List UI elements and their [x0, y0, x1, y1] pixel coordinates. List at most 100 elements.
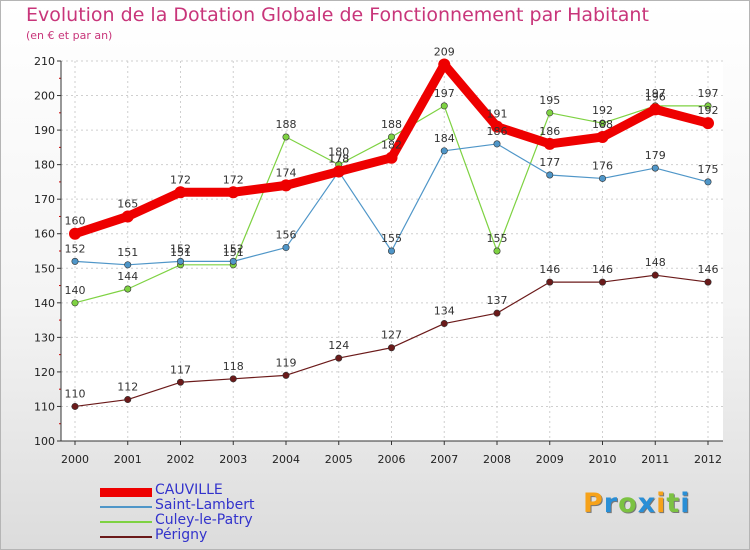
x-tick-label: 2010	[589, 453, 617, 466]
x-tick-label: 2012	[694, 453, 722, 466]
data-point	[440, 102, 448, 110]
data-point	[440, 320, 448, 328]
data-label: 209	[434, 45, 455, 58]
data-point	[282, 133, 290, 141]
y-tick-label: 180	[34, 159, 55, 172]
data-label: 156	[276, 229, 297, 242]
data-label: 191	[487, 108, 508, 121]
data-label: 179	[645, 149, 666, 162]
data-label: 178	[328, 153, 349, 166]
data-point	[546, 171, 554, 179]
x-tick-label: 2005	[325, 453, 353, 466]
data-label: 134	[434, 305, 455, 318]
data-label: 118	[223, 360, 244, 373]
x-tick-label: 2001	[114, 453, 142, 466]
chart-title: Evolution de la Dotation Globale de Fonc…	[26, 4, 649, 26]
y-tick-label: 170	[34, 193, 55, 206]
data-label: 197	[645, 87, 666, 100]
data-label: 119	[276, 356, 297, 369]
data-point	[702, 117, 714, 130]
legend-label: CAUVILLE	[155, 482, 223, 498]
legend-label: Périgny	[155, 527, 208, 543]
data-label: 151	[223, 246, 244, 259]
data-label: 175	[698, 163, 719, 176]
data-label: 196	[645, 90, 666, 103]
data-label: 112	[117, 381, 138, 394]
logo-letter: i	[680, 488, 691, 519]
data-point	[387, 133, 395, 141]
data-point	[651, 164, 659, 172]
y-tick-label: 200	[34, 90, 55, 103]
data-label: 184	[434, 132, 455, 145]
x-tick-label: 2007	[430, 453, 458, 466]
data-label: 178	[328, 153, 349, 166]
data-point	[229, 375, 237, 383]
y-tick-label: 120	[34, 366, 55, 379]
data-label: 127	[381, 329, 402, 342]
y-tick-label: 150	[34, 262, 55, 275]
y-tick-label: 140	[34, 297, 55, 310]
data-point	[71, 299, 79, 307]
data-label: 152	[170, 242, 191, 255]
data-label: 195	[539, 94, 560, 107]
legend-swatch	[100, 536, 152, 538]
data-label: 186	[487, 125, 508, 138]
data-label: 155	[487, 232, 508, 245]
data-label: 160	[65, 215, 86, 228]
data-label: 172	[223, 173, 244, 186]
logo-letter: t	[666, 488, 681, 519]
x-tick-label: 2000	[61, 453, 89, 466]
data-point	[493, 309, 501, 317]
data-point	[385, 151, 398, 164]
data-label: 188	[276, 118, 297, 131]
x-tick-label: 2006	[378, 453, 406, 466]
data-label: 192	[698, 104, 719, 117]
data-label: 124	[328, 339, 349, 352]
logo-letter: i	[656, 488, 667, 519]
data-point	[704, 102, 712, 110]
data-point	[177, 378, 185, 386]
data-point	[177, 257, 185, 265]
legend-label: Culey-le-Patry	[155, 512, 253, 528]
data-point	[543, 137, 556, 150]
data-label: 177	[539, 156, 560, 169]
data-label: 151	[170, 246, 191, 259]
data-point	[332, 165, 345, 178]
logo-letter: x	[637, 488, 657, 519]
data-point	[598, 174, 606, 182]
data-point	[174, 186, 187, 199]
y-tick-label: 210	[34, 55, 55, 68]
data-label: 174	[276, 166, 297, 179]
data-label: 140	[65, 284, 86, 297]
data-label: 152	[223, 242, 244, 255]
axis-layer: 100 110 120 130 140 150 160 170 180 190 200 210 2000…	[34, 55, 723, 466]
data-label: 152	[65, 242, 86, 255]
data-label: 188	[381, 118, 402, 131]
data-label: 182	[381, 139, 402, 152]
data-point	[124, 261, 132, 269]
data-label: 197	[698, 87, 719, 100]
y-tick-label: 190	[34, 124, 55, 137]
data-point	[387, 247, 395, 255]
data-label: 192	[592, 104, 613, 117]
data-point	[71, 257, 79, 265]
x-tick-label: 2011	[641, 453, 669, 466]
data-point	[704, 178, 712, 186]
data-point	[493, 140, 501, 148]
data-point	[649, 103, 662, 116]
data-point	[280, 179, 292, 192]
data-point	[387, 344, 395, 352]
data-point	[704, 278, 712, 286]
data-point	[229, 257, 237, 265]
data-label: 110	[65, 387, 86, 400]
data-label: 151	[117, 246, 138, 259]
legend-swatch	[100, 506, 152, 508]
data-point	[438, 58, 451, 71]
x-tick-label: 2002	[167, 453, 195, 466]
data-label: 180	[328, 146, 349, 159]
legend-swatch	[100, 487, 152, 497]
legend-swatch	[100, 521, 152, 523]
data-point	[598, 278, 606, 286]
